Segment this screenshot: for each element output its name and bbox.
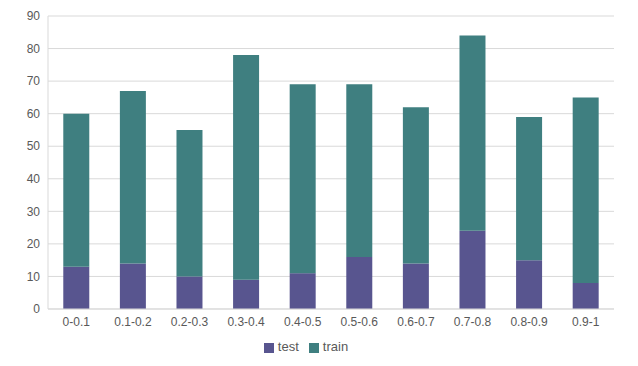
svg-text:0.1-0.2: 0.1-0.2 (114, 315, 152, 329)
html-text:train: train (322, 339, 349, 354)
svg-text:0.7-0.8: 0.7-0.8 (454, 315, 492, 329)
svg-text:10: 10 (27, 270, 41, 284)
svg-text:0.8-0.9: 0.8-0.9 (510, 315, 548, 329)
svg-text:40: 40 (27, 172, 41, 186)
svg-text:0-0.1: 0-0.1 (63, 315, 91, 329)
svg-text:50: 50 (27, 139, 41, 153)
svg-text:0.5-0.6: 0.5-0.6 (341, 315, 379, 329)
svg-text:0.9-1: 0.9-1 (572, 315, 600, 329)
svg-text:80: 80 (27, 42, 41, 56)
svg-text:0.6-0.7: 0.6-0.7 (397, 315, 435, 329)
html-text:test: test (277, 339, 299, 354)
svg-text:90: 90 (27, 9, 41, 23)
svg-text:20: 20 (27, 237, 41, 251)
svg-text:60: 60 (27, 107, 41, 121)
svg-text:0.3-0.4: 0.3-0.4 (227, 315, 265, 329)
svg-text:30: 30 (27, 205, 41, 219)
svg-text:70: 70 (27, 74, 41, 88)
svg-text:0.4-0.5: 0.4-0.5 (284, 315, 322, 329)
svg-text:0.2-0.3: 0.2-0.3 (171, 315, 209, 329)
svg-text:0: 0 (33, 302, 40, 316)
